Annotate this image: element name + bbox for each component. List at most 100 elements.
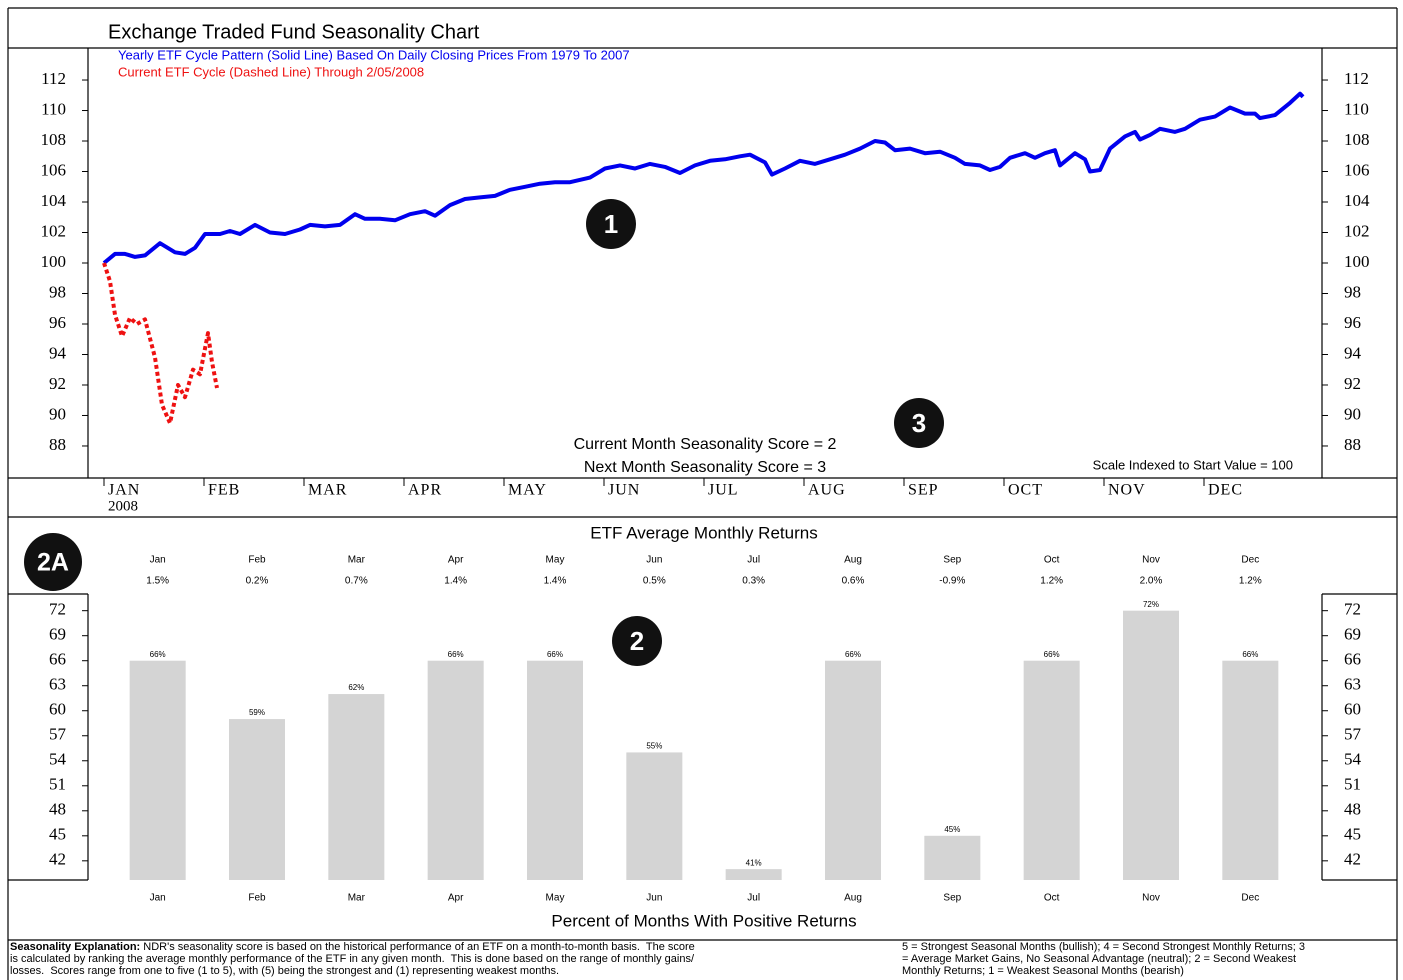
footer-heading: Seasonality Explanation:	[10, 941, 140, 953]
y-tick-label: 106	[41, 160, 67, 179]
bar	[1023, 660, 1080, 880]
column-header: Oct	[1044, 555, 1060, 566]
y-tick-label: 88	[49, 435, 66, 454]
x-tick-label: APR	[408, 482, 442, 499]
y-tick-label: 112	[1344, 69, 1369, 88]
y-tick-label: 63	[1344, 675, 1361, 694]
x-tick-label: Aug	[844, 893, 862, 904]
footer-line: 5 = Strongest Seasonal Months (bullish);…	[902, 941, 1305, 953]
y-tick-label: 66	[1344, 650, 1361, 669]
x-tick-label: Jun	[646, 893, 662, 904]
y-tick-label: 42	[49, 850, 66, 869]
y-tick-label: 96	[49, 313, 66, 332]
y-tick-label: 66	[49, 650, 66, 669]
bar	[725, 869, 782, 880]
bar-label: 55%	[646, 742, 662, 751]
annotation: Scale Indexed to Start Value = 100	[1093, 457, 1293, 472]
average-return: 2.0%	[1140, 576, 1163, 587]
footer-line: losses. Scores range from one to five (1…	[10, 965, 559, 977]
footer-text: Seasonality Explanation: NDR's seasonali…	[10, 941, 695, 953]
y-tick-label: 45	[49, 825, 66, 844]
bar	[924, 835, 981, 880]
x-tick-label: JAN	[108, 482, 140, 499]
x-tick-label: AUG	[808, 482, 846, 499]
y-tick-label: 108	[41, 130, 67, 149]
y-tick-label: 72	[1344, 600, 1361, 619]
annotation: Next Month Seasonality Score = 3	[584, 459, 826, 476]
bar-label: 72%	[1143, 600, 1159, 609]
bar-label: 66%	[1044, 650, 1060, 659]
x-tick-label: MAY	[508, 482, 547, 499]
y-tick-label: 45	[1344, 825, 1361, 844]
chart-title: ETF Average Monthly Returns	[590, 523, 817, 542]
x-tick-label: OCT	[1008, 482, 1043, 499]
average-return: 1.5%	[146, 576, 169, 587]
bar	[129, 660, 186, 880]
badge: 2A	[24, 533, 82, 591]
y-tick-label: 42	[1344, 850, 1361, 869]
frames	[7, 7, 1398, 980]
column-header: Jul	[747, 555, 760, 566]
x-tick-label: Apr	[448, 893, 464, 904]
badge: 1	[586, 199, 636, 249]
y-tick-label: 112	[41, 69, 66, 88]
x-tick-label: Jul	[747, 893, 760, 904]
bar-label: 66%	[547, 650, 563, 659]
bar	[825, 660, 881, 880]
average-return: 1.4%	[544, 576, 567, 587]
y-tick-label: 54	[1344, 750, 1362, 769]
y-tick-label: 106	[1344, 160, 1370, 179]
x-tick-label: FEB	[208, 482, 240, 499]
y-tick-label: 96	[1344, 313, 1361, 332]
y-tick-label: 110	[41, 99, 66, 118]
x-tick-label: DEC	[1208, 482, 1243, 499]
y-tick-label: 51	[49, 775, 66, 794]
y-tick-label: 69	[49, 625, 66, 644]
y-tick-label: 57	[1344, 725, 1362, 744]
bar-label: 41%	[746, 858, 762, 867]
footer-line: is calculated by ranking the average mon…	[10, 953, 695, 965]
footer-line: Monthly Returns; 1 = Weakest Seasonal Mo…	[902, 965, 1184, 977]
bar-label: 66%	[1242, 650, 1258, 659]
y-tick-label: 69	[1344, 625, 1361, 644]
x-tick-label: Feb	[248, 893, 266, 904]
x-tick-label: NOV	[1108, 482, 1146, 499]
y-tick-label: 110	[1344, 99, 1369, 118]
column-header: Feb	[248, 555, 266, 566]
average-return: 0.6%	[842, 576, 865, 587]
badge-label: 3	[912, 408, 926, 438]
bar-label: 45%	[944, 825, 960, 834]
column-header: Dec	[1241, 555, 1259, 566]
bar	[1123, 610, 1179, 880]
column-header: Aug	[844, 555, 862, 566]
y-tick-label: 48	[1344, 800, 1361, 819]
y-tick-label: 72	[49, 600, 66, 619]
legend-label: Yearly ETF Cycle Pattern (Solid Line) Ba…	[118, 47, 630, 62]
column-header: Jun	[646, 555, 662, 566]
footer-line: = Average Market Gains, No Seasonal Adva…	[902, 953, 1296, 965]
average-return: 0.7%	[345, 576, 368, 587]
y-tick-label: 98	[49, 282, 66, 301]
y-tick-label: 104	[41, 191, 67, 210]
column-header: May	[546, 555, 565, 566]
bar	[229, 719, 285, 880]
badge-label: 2	[630, 626, 644, 656]
y-tick-label: 98	[1344, 282, 1361, 301]
x-tick-label: Nov	[1142, 893, 1160, 904]
y-tick-label: 94	[49, 343, 67, 362]
badge-label: 1	[604, 209, 618, 239]
y-tick-label: 100	[41, 252, 67, 271]
badge: 3	[894, 398, 944, 448]
average-return: 1.2%	[1040, 576, 1063, 587]
x-tick-label: May	[546, 893, 565, 904]
footer-line: NDR's seasonality score is based on the …	[140, 941, 695, 953]
bar-label: 59%	[249, 708, 265, 717]
x-tick-label: JUL	[708, 482, 739, 499]
bar	[328, 694, 385, 880]
bar	[1222, 660, 1279, 880]
average-return: 1.4%	[444, 576, 467, 587]
y-tick-label: 92	[49, 374, 66, 393]
x-tick-label: Dec	[1241, 893, 1259, 904]
series-line	[102, 262, 219, 426]
